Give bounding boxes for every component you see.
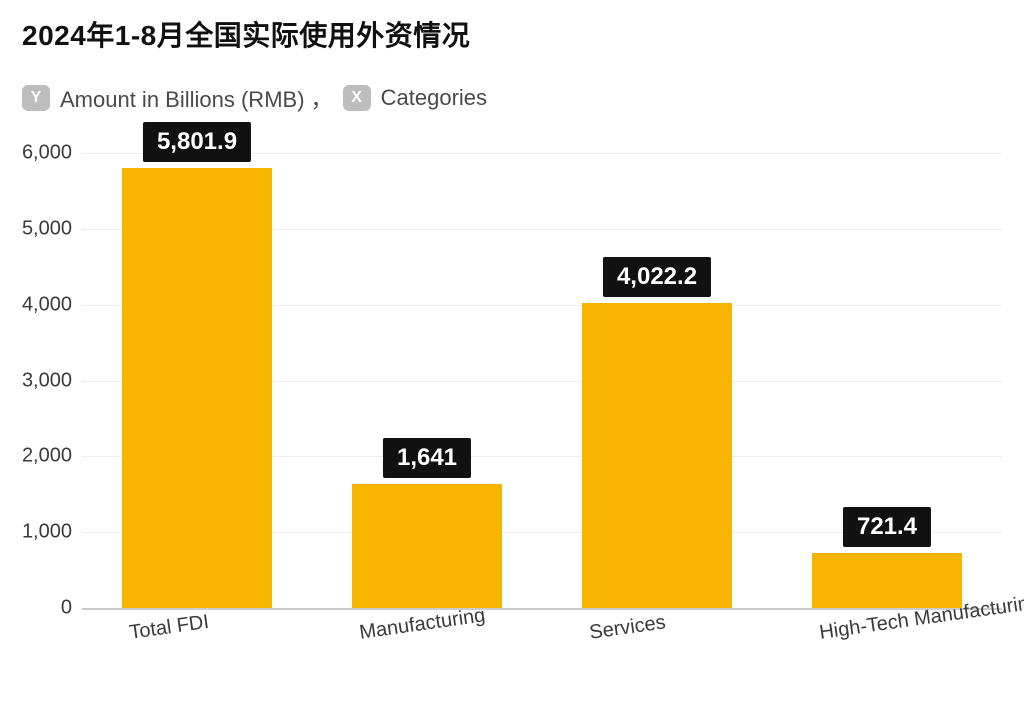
plot-area: 01,0002,0003,0004,0005,0006,000 5,801.91… (82, 138, 1002, 608)
bar (352, 484, 502, 608)
y-tick-label: 1,000 (22, 521, 72, 544)
gridline (82, 608, 1002, 610)
bar (812, 553, 962, 608)
chart-title: 2024年1-8月全国实际使用外资情况 (22, 14, 470, 54)
bar (122, 168, 272, 608)
x-tick-label: Total FDI (128, 611, 210, 645)
y-tick-label: 2,000 (22, 445, 72, 468)
y-axis-badge: Y (22, 85, 50, 111)
x-tick-label: Manufacturing (358, 604, 487, 644)
bars-layer: 5,801.91,6414,022.2721.4 (82, 138, 1002, 608)
y-tick-label: 6,000 (22, 142, 72, 165)
x-axis-badge: X (343, 85, 371, 111)
bar-value-label: 721.4 (843, 507, 931, 547)
axis-legend: Y Amount in Billions (RMB) ， X Categorie… (22, 82, 487, 114)
bar-value-label: 4,022.2 (603, 257, 711, 297)
y-axis-label: Amount in Billions (RMB) ， (60, 82, 333, 114)
x-axis-labels: Total FDIManufacturingServicesHigh-Tech … (82, 614, 1002, 694)
bar-value-label: 5,801.9 (143, 122, 251, 162)
y-tick-label: 0 (61, 597, 72, 620)
y-tick-label: 4,000 (22, 293, 72, 316)
fdi-bar-chart: 2024年1-8月全国实际使用外资情况 Y Amount in Billions… (0, 0, 1024, 712)
y-tick-label: 3,000 (22, 369, 72, 392)
y-tick-label: 5,000 (22, 217, 72, 240)
x-axis-label: Categories (381, 85, 487, 111)
x-tick-label: Services (588, 611, 667, 644)
bar (582, 303, 732, 608)
bar-value-label: 1,641 (383, 438, 471, 478)
